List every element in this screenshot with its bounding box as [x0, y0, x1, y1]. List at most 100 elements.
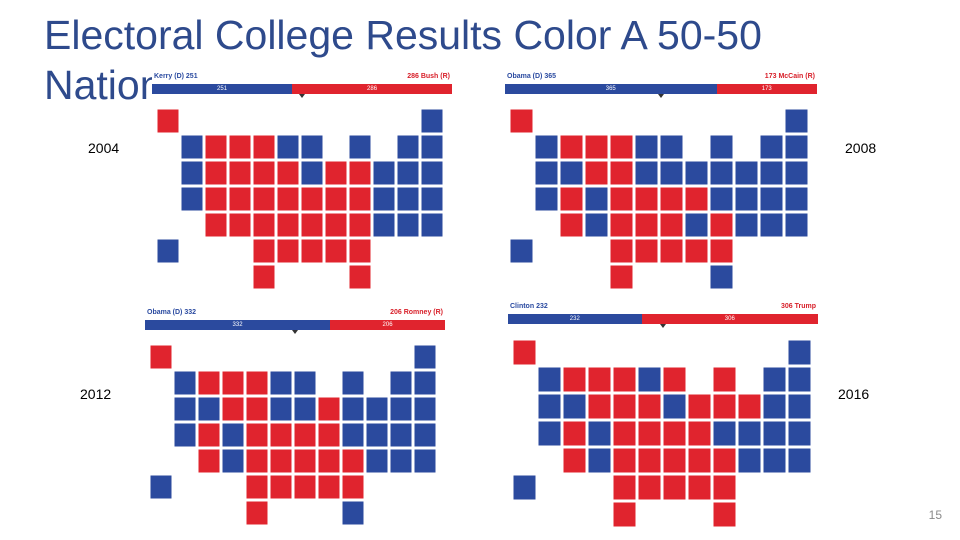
state-me: [784, 108, 809, 134]
state-or: [173, 396, 197, 422]
dem-candidate-label: Obama (D) 365: [507, 73, 557, 80]
state-ca: [180, 186, 204, 212]
state-md: [365, 422, 389, 448]
state-ia: [269, 396, 293, 422]
state-nd: [609, 134, 634, 160]
state-ne: [245, 422, 269, 448]
state-mi: [341, 370, 365, 396]
state-ok: [245, 474, 269, 500]
state-tx: [252, 264, 276, 290]
state-la: [269, 474, 293, 500]
state-wy: [584, 160, 609, 186]
state-hi: [156, 238, 180, 264]
state-nm: [587, 447, 612, 474]
map-panel-2004: Kerry (D) 251 286 Bush (R) 251 286: [152, 70, 452, 300]
state-ny: [396, 160, 420, 186]
state-ut: [562, 420, 587, 447]
state-sc: [348, 212, 372, 238]
state-oh: [348, 160, 372, 186]
state-me: [787, 339, 812, 366]
state-ga: [712, 474, 737, 501]
state-ms: [293, 474, 317, 500]
state-ok: [612, 474, 637, 501]
state-ma: [413, 396, 437, 422]
state-hi: [509, 238, 534, 264]
state-me: [413, 344, 437, 370]
state-tn: [659, 212, 684, 238]
state-mn: [637, 366, 662, 393]
state-ca: [534, 186, 559, 212]
map-panel-2012: Obama (D) 332 206 Romney (R) 332 206: [145, 306, 445, 536]
state-tx: [612, 501, 637, 528]
state-mo: [276, 186, 300, 212]
state-mi: [712, 366, 737, 393]
state-wi: [662, 366, 687, 393]
electoral-bar: Kerry (D) 251 286 Bush (R) 251 286: [152, 70, 452, 104]
state-nj: [389, 422, 413, 448]
state-ca: [173, 422, 197, 448]
state-wa: [180, 134, 204, 160]
year-label-2004: 2004: [88, 140, 120, 156]
state-va: [712, 420, 737, 447]
state-ga: [709, 238, 734, 264]
state-mo: [634, 186, 659, 212]
state-co: [221, 422, 245, 448]
state-il: [300, 160, 324, 186]
state-nh: [413, 370, 437, 396]
rep-candidate-label: 173 McCain (R): [764, 73, 815, 80]
state-az: [204, 212, 228, 238]
state-nm: [584, 212, 609, 238]
state-ms: [659, 238, 684, 264]
state-wa: [173, 370, 197, 396]
state-nm: [228, 212, 252, 238]
state-nv: [197, 396, 221, 422]
state-tn: [662, 447, 687, 474]
state-mo: [269, 422, 293, 448]
state-az: [559, 212, 584, 238]
state-ut: [197, 422, 221, 448]
state-ms: [662, 474, 687, 501]
state-vt: [762, 366, 787, 393]
270-marker-icon: [292, 330, 298, 334]
us-electoral-map: [156, 108, 444, 290]
state-fl: [341, 500, 365, 526]
state-az: [197, 448, 221, 474]
state-al: [684, 238, 709, 264]
state-co: [228, 186, 252, 212]
270-marker-icon: [299, 94, 305, 98]
state-ut: [204, 186, 228, 212]
state-nh: [787, 366, 812, 393]
state-mi: [709, 134, 734, 160]
state-mt: [584, 134, 609, 160]
us-electoral-map: [512, 339, 812, 528]
rep-candidate-label: 306 Trump: [780, 303, 816, 310]
state-ar: [276, 212, 300, 238]
state-il: [293, 396, 317, 422]
dem-candidate-label: Obama (D) 332: [147, 309, 197, 316]
state-ok: [252, 238, 276, 264]
year-label-2012: 2012: [80, 386, 112, 402]
state-ky: [300, 186, 324, 212]
state-sd: [612, 393, 637, 420]
state-dc: [759, 212, 784, 238]
state-in: [684, 160, 709, 186]
state-mt: [221, 370, 245, 396]
state-mn: [269, 370, 293, 396]
year-label-2008: 2008: [845, 140, 877, 156]
dem-bar-segment: 332: [145, 320, 331, 330]
state-me: [420, 108, 444, 134]
state-in: [324, 160, 348, 186]
state-dc: [762, 447, 787, 474]
state-oh: [709, 160, 734, 186]
state-sc: [709, 212, 734, 238]
state-az: [562, 447, 587, 474]
state-pa: [372, 160, 396, 186]
state-nv: [562, 393, 587, 420]
state-nc: [317, 448, 341, 474]
state-id: [562, 366, 587, 393]
rep-bar-segment: 173: [716, 84, 817, 94]
state-sd: [245, 396, 269, 422]
state-md: [734, 186, 759, 212]
state-il: [659, 160, 684, 186]
state-ma: [787, 393, 812, 420]
